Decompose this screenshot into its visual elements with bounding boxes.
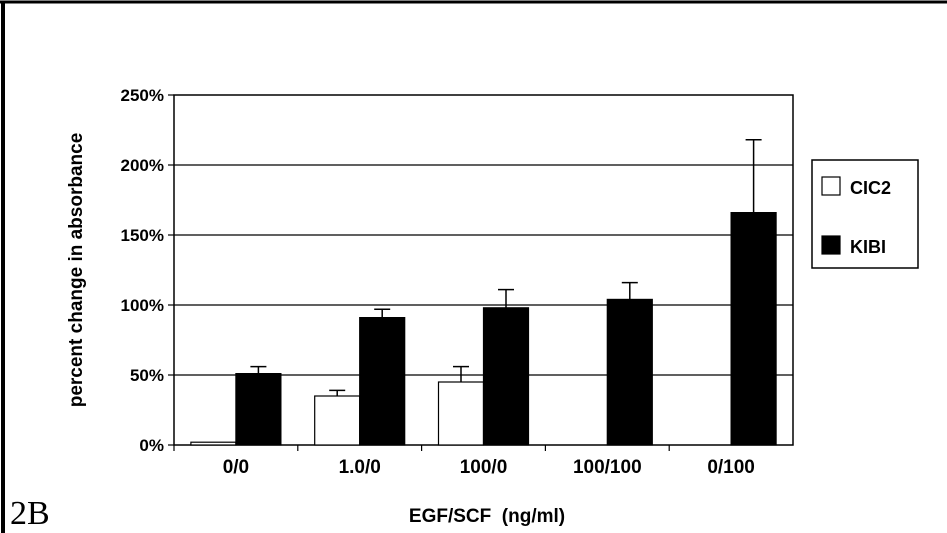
x-tick-label: 1.0/0 [339,457,381,478]
x-tick-label: 0/100 [707,457,755,478]
x-axis-categories: 0/0 1.0/0 100/0 100/100 0/100 [173,445,755,478]
bar-kibi [359,317,406,446]
legend-label-cic2: CIC2 [850,178,891,198]
legend-swatch-cic2 [821,176,841,196]
y-tick-label: 100% [121,296,164,315]
y-tick-label: 200% [121,156,164,175]
y-axis-title: percent change in absorbance [66,133,87,408]
bar-cic2 [190,441,237,446]
legend: CIC2 KIBI [811,159,919,269]
bar-kibi [606,298,653,446]
bar-kibi [482,307,530,446]
x-tick-label: 0/0 [223,457,249,478]
x-tick-label: 100/100 [573,457,642,478]
bar-cic2 [314,395,361,446]
legend-swatch-kibi [821,235,841,255]
y-tick-label: 250% [121,86,164,105]
x-tick-label: 100/0 [460,457,508,478]
y-tick-label: 0% [139,436,164,455]
y-tick-label: 150% [121,226,164,245]
x-axis-title: EGF/SCF (ng/ml) [409,506,565,527]
bar-kibi [730,212,777,446]
figure-panel-label: 2B [10,495,50,532]
y-tick-label: 50% [130,366,164,385]
bar-cic2 [437,381,485,446]
bars-group [190,139,777,446]
bar-kibi [235,373,282,446]
legend-label-kibi: KIBI [850,237,886,257]
y-axis-ticks: 0% 50% 100% 150% 200% 250% [121,86,174,455]
